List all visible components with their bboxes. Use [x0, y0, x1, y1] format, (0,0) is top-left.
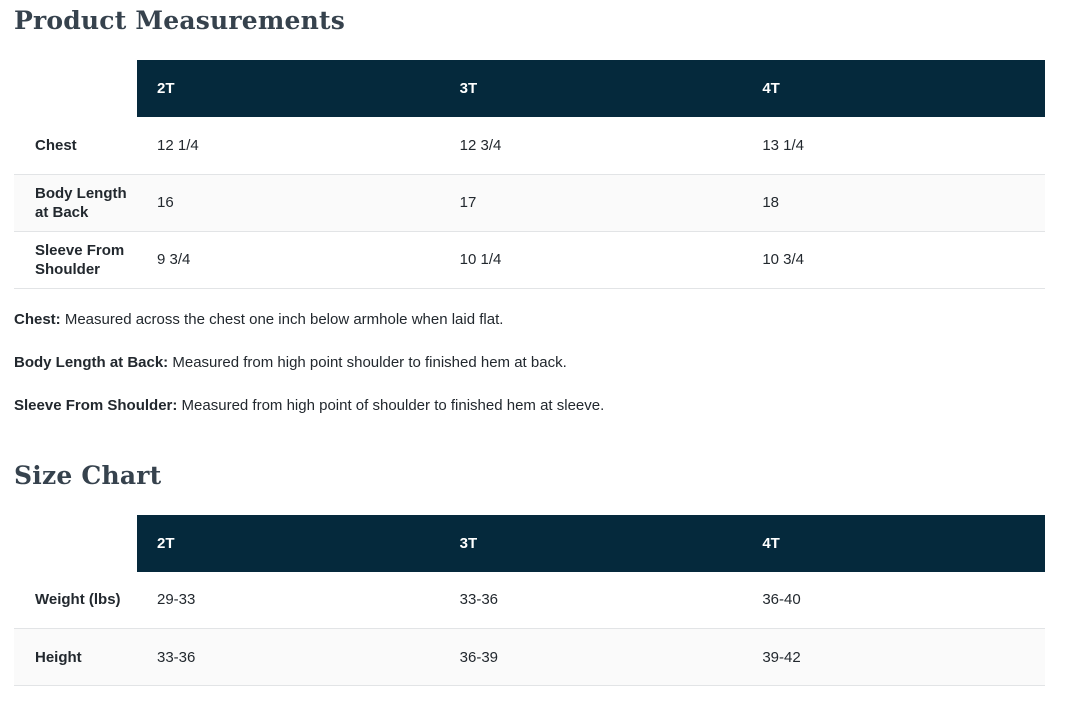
- height-4t-value: 39-42: [742, 628, 1045, 686]
- table-row-weight: Weight (lbs) 29-33 33-36 36-40: [14, 571, 1045, 629]
- sleeve-4t-value: 10 3/4: [742, 231, 1045, 289]
- height-3t-value: 36-39: [439, 628, 743, 686]
- row-label-weight: Weight (lbs): [14, 571, 137, 629]
- sleeve-3t-value: 10 1/4: [439, 231, 743, 289]
- note-body-length-description: Measured from high point shoulder to fin…: [172, 353, 567, 371]
- chest-4t-value: 13 1/4: [742, 117, 1045, 175]
- body-length-3t-value: 17: [439, 174, 743, 232]
- measurement-notes: Chest: Measured across the chest one inc…: [14, 311, 1045, 415]
- row-label-sleeve: Sleeve From Shoulder: [14, 231, 137, 289]
- table-row-chest: Chest 12 1/4 12 3/4 13 1/4: [14, 117, 1045, 175]
- product-measurements-table: 2T 3T 4T Chest 12 1/4 12 3/4 13 1/4 Body…: [14, 60, 1045, 289]
- note-body-length: Body Length at Back: Measured from high …: [14, 354, 1045, 372]
- column-header-4t: 4T: [742, 60, 1045, 117]
- note-chest-description: Measured across the chest one inch below…: [64, 310, 504, 328]
- body-length-2t-value: 16: [137, 174, 440, 232]
- product-measurements-heading: Product Measurements: [14, 6, 346, 35]
- weight-4t-value: 36-40: [742, 571, 1045, 629]
- note-chest-term: Chest:: [14, 310, 61, 328]
- corner-cell: [14, 514, 137, 572]
- page-content: Product Measurements 2T 3T 4T Chest 12 1…: [14, 6, 1045, 686]
- table-row-body-length: Body Length at Back 16 17 18: [14, 174, 1045, 232]
- header-row: 2T 3T 4T: [14, 60, 1045, 117]
- row-label-height: Height: [14, 628, 137, 686]
- column-header-2t: 2T: [137, 60, 440, 117]
- size-chart-heading: Size Chart: [14, 460, 162, 490]
- column-header-3t: 3T: [439, 60, 743, 117]
- table-row-sleeve: Sleeve From Shoulder 9 3/4 10 1/4 10 3/4: [14, 231, 1045, 289]
- sleeve-2t-value: 9 3/4: [137, 231, 440, 289]
- weight-2t-value: 29-33: [137, 571, 440, 629]
- weight-3t-value: 33-36: [439, 571, 743, 629]
- note-sleeve: Sleeve From Shoulder: Measured from high…: [14, 397, 1045, 415]
- column-header-4t: 4T: [742, 514, 1045, 572]
- row-label-chest: Chest: [14, 117, 137, 175]
- note-chest: Chest: Measured across the chest one inc…: [14, 311, 1045, 329]
- note-sleeve-description: Measured from high point of shoulder to …: [181, 396, 605, 414]
- size-chart-header: 2T 3T 4T: [14, 514, 1045, 572]
- chest-2t-value: 12 1/4: [137, 117, 440, 175]
- header-row: 2T 3T 4T: [14, 514, 1045, 572]
- body-length-4t-value: 18: [742, 174, 1045, 232]
- column-header-3t: 3T: [439, 514, 743, 572]
- corner-cell: [14, 60, 137, 117]
- row-label-body-length: Body Length at Back: [14, 174, 137, 232]
- note-sleeve-term: Sleeve From Shoulder:: [14, 396, 178, 414]
- table-row-height: Height 33-36 36-39 39-42: [14, 628, 1045, 686]
- note-body-length-term: Body Length at Back:: [14, 353, 169, 371]
- size-chart-table: 2T 3T 4T Weight (lbs) 29-33 33-36 36-40 …: [14, 514, 1045, 686]
- height-2t-value: 33-36: [137, 628, 440, 686]
- column-header-2t: 2T: [137, 514, 440, 572]
- measurements-table-header: 2T 3T 4T: [14, 60, 1045, 117]
- chest-3t-value: 12 3/4: [439, 117, 743, 175]
